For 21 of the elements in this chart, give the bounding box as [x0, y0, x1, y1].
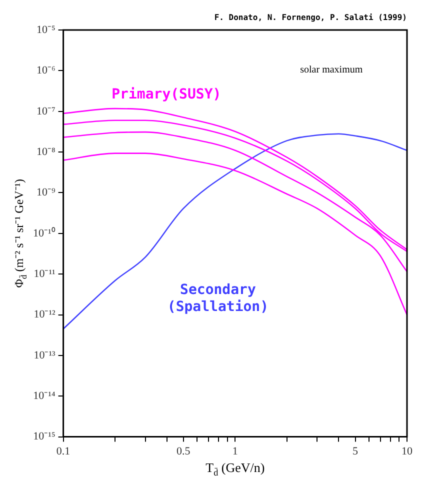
x-tick-label: 0.5: [176, 445, 191, 458]
y-tick-label: 10⁻¹⁴: [33, 390, 56, 402]
series-label: Primary(SUSY): [112, 86, 222, 103]
y-tick-label: 10⁻⁸: [36, 146, 56, 158]
y-tick-label: 10⁻¹⁰: [32, 226, 56, 240]
y-tick-label: 10⁻⁷: [36, 105, 56, 118]
x-tick-label: 1: [232, 445, 238, 458]
y-tick-label: 10⁻¹⁵: [33, 430, 56, 443]
annotation: solar maximum: [300, 64, 363, 76]
y-tick-label: 10⁻¹¹: [34, 268, 56, 280]
y-tick-label: 10⁻¹²: [34, 308, 56, 321]
x-tick-label: 5: [352, 445, 359, 458]
y-axis-title: Φd̄ (m⁻² s⁻¹ sr⁻¹ GeV⁻¹): [12, 179, 28, 288]
text: F. Donato, N. Fornengo, P. Salati (1999): [214, 13, 407, 22]
x-tick-label: 0.1: [56, 445, 70, 458]
x-tick-label: 10: [402, 445, 413, 458]
y-tick-label: 10⁻⁶: [36, 64, 56, 77]
y-tick-label: 10⁻⁹: [36, 186, 56, 199]
y-tick-label: 10⁻⁵: [36, 24, 56, 36]
text: Secondary (Spallation): [167, 282, 269, 315]
y-tick-label: 10⁻¹³: [34, 349, 56, 362]
